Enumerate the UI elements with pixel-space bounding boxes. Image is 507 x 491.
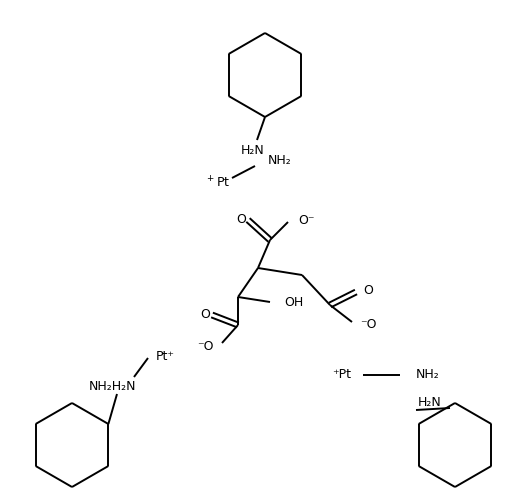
Text: OH: OH [284,297,303,309]
Text: ⁺Pt: ⁺Pt [332,367,351,381]
Text: H₂N: H₂N [418,395,442,409]
Text: NH₂: NH₂ [416,367,440,381]
Text: ⁻O: ⁻O [360,318,377,330]
Text: ⁻O: ⁻O [198,340,214,354]
Text: O: O [363,284,373,298]
Text: NH₂H₂N: NH₂H₂N [88,381,136,393]
Text: O: O [200,308,210,322]
Text: $^+$Pt: $^+$Pt [205,175,231,191]
Text: Pt⁺: Pt⁺ [156,350,175,362]
Text: H₂N: H₂N [241,143,265,157]
Text: O: O [236,213,246,225]
Text: NH₂: NH₂ [268,154,292,166]
Text: O⁻: O⁻ [298,214,314,226]
